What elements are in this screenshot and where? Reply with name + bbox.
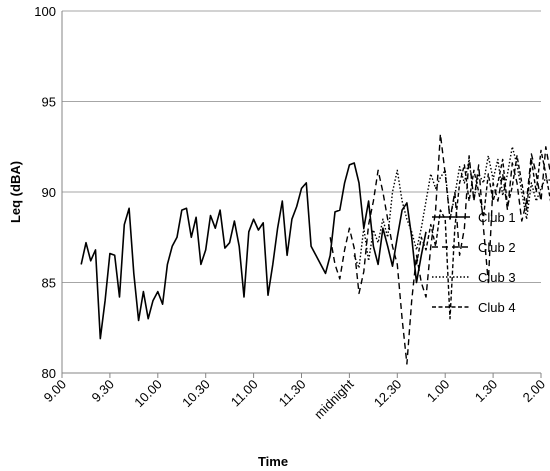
legend-label-4: Club 4 [478,300,516,315]
y-tick-label-85: 85 [42,276,56,291]
x-tick-labels: 9.00 9.30 10.00 10.30 11.00 11.30 midnight 12.3… [41,376,549,422]
x-tick-label-10: 2.00 [520,377,549,406]
y-tick-label-95: 95 [42,95,56,110]
y-tick-label-80: 80 [42,366,56,381]
x-axis-title: Time [258,454,288,469]
x-tick-label-8: 1.00 [424,377,453,406]
y-tick-label-100: 100 [34,4,56,19]
x-tick-label-3: 10.30 [179,377,213,411]
series-line-club-4 [415,149,550,320]
x-tick-label-5: 11.30 [276,377,309,410]
legend-label-2: Club 2 [478,240,516,255]
y-tick-labels: 80 85 90 95 100 [34,4,56,381]
series-line-club-1 [80,162,427,340]
series-line-club-3 [353,146,550,269]
y-tick-label-90: 90 [42,185,56,200]
grid-lines [62,10,541,283]
x-tick-label-2: 10.00 [131,377,165,411]
x-tick-label-4: 11.00 [228,377,261,410]
legend: Club 1 Club 2 Club 3 Club 4 [432,210,516,315]
axes [61,11,542,378]
x-tick-label-7: 12.30 [371,377,405,411]
legend-label-3: Club 3 [478,270,516,285]
legend-label-1: Club 1 [478,210,516,225]
y-axis-title: Leq (dBA) [8,161,23,223]
data-series [80,133,550,365]
series-line-club-2 [329,133,550,365]
x-tick-label-6: midnight [311,376,357,422]
x-tick-label-9: 1.30 [472,377,501,406]
x-tick-label-1: 9.30 [89,377,118,406]
